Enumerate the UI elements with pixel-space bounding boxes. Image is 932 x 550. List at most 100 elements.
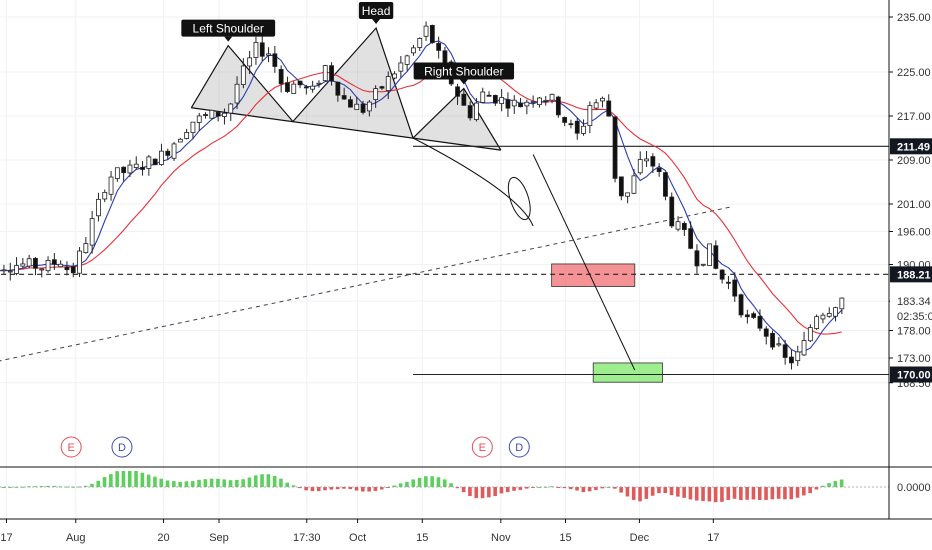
- histogram-bar: [701, 487, 705, 502]
- steep-trend-line: [532, 154, 636, 371]
- candle-body: [839, 297, 845, 310]
- histogram-bar: [688, 487, 693, 500]
- price-zone: [551, 263, 636, 287]
- histogram-bar: [165, 480, 170, 487]
- histogram-bar: [581, 487, 586, 493]
- rising-trend-line: [0, 206, 732, 362]
- candle-body: [297, 80, 303, 86]
- candle-body: [713, 245, 719, 269]
- histogram-bar: [83, 485, 88, 487]
- histogram-bar: [102, 477, 107, 487]
- candle-body: [555, 96, 561, 116]
- candle-body: [770, 332, 775, 348]
- histogram-bar: [650, 487, 655, 496]
- candle-body: [96, 198, 101, 217]
- event-marker-circle[interactable]: [60, 436, 82, 458]
- histogram-bar: [480, 487, 485, 499]
- price-badge-text: 188.21: [897, 269, 931, 281]
- histogram-bar: [600, 487, 605, 489]
- event-marker-letter[interactable]: E: [67, 442, 74, 454]
- event-marker-circle[interactable]: [508, 436, 530, 458]
- candle-body: [379, 86, 385, 89]
- candle-body: [341, 95, 347, 100]
- candle-body: [499, 97, 505, 105]
- histogram-bar: [291, 485, 296, 487]
- candle-body: [253, 42, 259, 58]
- candle-body: [751, 313, 757, 318]
- y-tick-label: 196.00: [897, 227, 931, 239]
- fast-moving-average-line: [0, 40, 843, 354]
- histogram-bar: [253, 475, 258, 487]
- histogram-bar: [770, 487, 775, 500]
- candle-body: [64, 266, 70, 271]
- histogram-bar: [550, 486, 554, 488]
- histogram-bar: [109, 474, 113, 487]
- price-badge: [890, 266, 932, 283]
- candle-body: [58, 263, 64, 268]
- candle-body: [366, 101, 372, 112]
- histogram-bar: [52, 485, 56, 487]
- candle-body: [631, 175, 637, 194]
- histogram-bar: [739, 487, 743, 501]
- candle-body: [524, 101, 530, 107]
- candle-body: [417, 38, 423, 48]
- candle-body: [404, 55, 410, 65]
- x-tick-label: 17: [0, 532, 12, 544]
- histogram-bar: [562, 487, 567, 489]
- candle-body: [455, 86, 460, 97]
- histogram-bar: [190, 481, 195, 487]
- candle-body: [688, 228, 694, 249]
- histogram-bar: [354, 487, 359, 491]
- pattern-label-text: Head: [362, 4, 391, 18]
- x-tick-label: 15: [559, 532, 571, 544]
- histogram-bar: [121, 471, 126, 487]
- candle-body: [700, 263, 706, 266]
- x-tick-label: 15: [416, 532, 428, 544]
- event-marker-letter[interactable]: D: [515, 442, 523, 454]
- x-tick-label: 17: [707, 532, 719, 544]
- candle-body: [108, 176, 114, 195]
- candle-body: [429, 24, 435, 43]
- histogram-bar: [606, 486, 611, 488]
- event-marker-circle[interactable]: [111, 436, 133, 458]
- histogram-bar: [46, 485, 50, 487]
- axis-readout-text: 183.34: [897, 296, 931, 308]
- histogram-bar: [757, 487, 762, 501]
- histogram-bar: [814, 487, 819, 490]
- histogram-bar: [90, 483, 94, 487]
- histogram-bar: [499, 487, 504, 494]
- histogram-bar: [335, 487, 340, 490]
- histogram-bar: [461, 487, 466, 493]
- y-tick-label: 235.00: [897, 12, 931, 24]
- histogram-bar: [455, 487, 460, 489]
- histogram-bar: [209, 478, 214, 487]
- candle-body: [820, 314, 826, 320]
- histogram-bar: [751, 487, 756, 500]
- histogram-bar: [613, 487, 617, 489]
- candle-body: [133, 163, 139, 168]
- event-marker-letter[interactable]: D: [118, 442, 126, 454]
- pattern-fill: [191, 28, 501, 151]
- event-marker-letter[interactable]: E: [479, 442, 486, 454]
- histogram-bar: [644, 487, 649, 499]
- candle-body: [1, 269, 7, 272]
- histogram-bar: [707, 487, 712, 502]
- candle-body: [511, 99, 517, 107]
- candle-body: [316, 82, 322, 85]
- candle-body: [694, 250, 700, 267]
- candle-body: [240, 65, 246, 85]
- histogram-bar: [348, 487, 353, 490]
- candle-body: [826, 312, 832, 317]
- event-marker-circle[interactable]: [471, 436, 493, 458]
- candle-body: [738, 294, 744, 316]
- candle-body: [354, 103, 360, 111]
- candle-body: [102, 191, 108, 200]
- histogram-bar: [279, 478, 283, 487]
- histogram-bar: [64, 486, 69, 488]
- candle-body: [486, 94, 492, 97]
- pattern-label-box: [358, 2, 394, 19]
- candle-body: [763, 328, 769, 337]
- x-tick-label: Aug: [66, 532, 86, 544]
